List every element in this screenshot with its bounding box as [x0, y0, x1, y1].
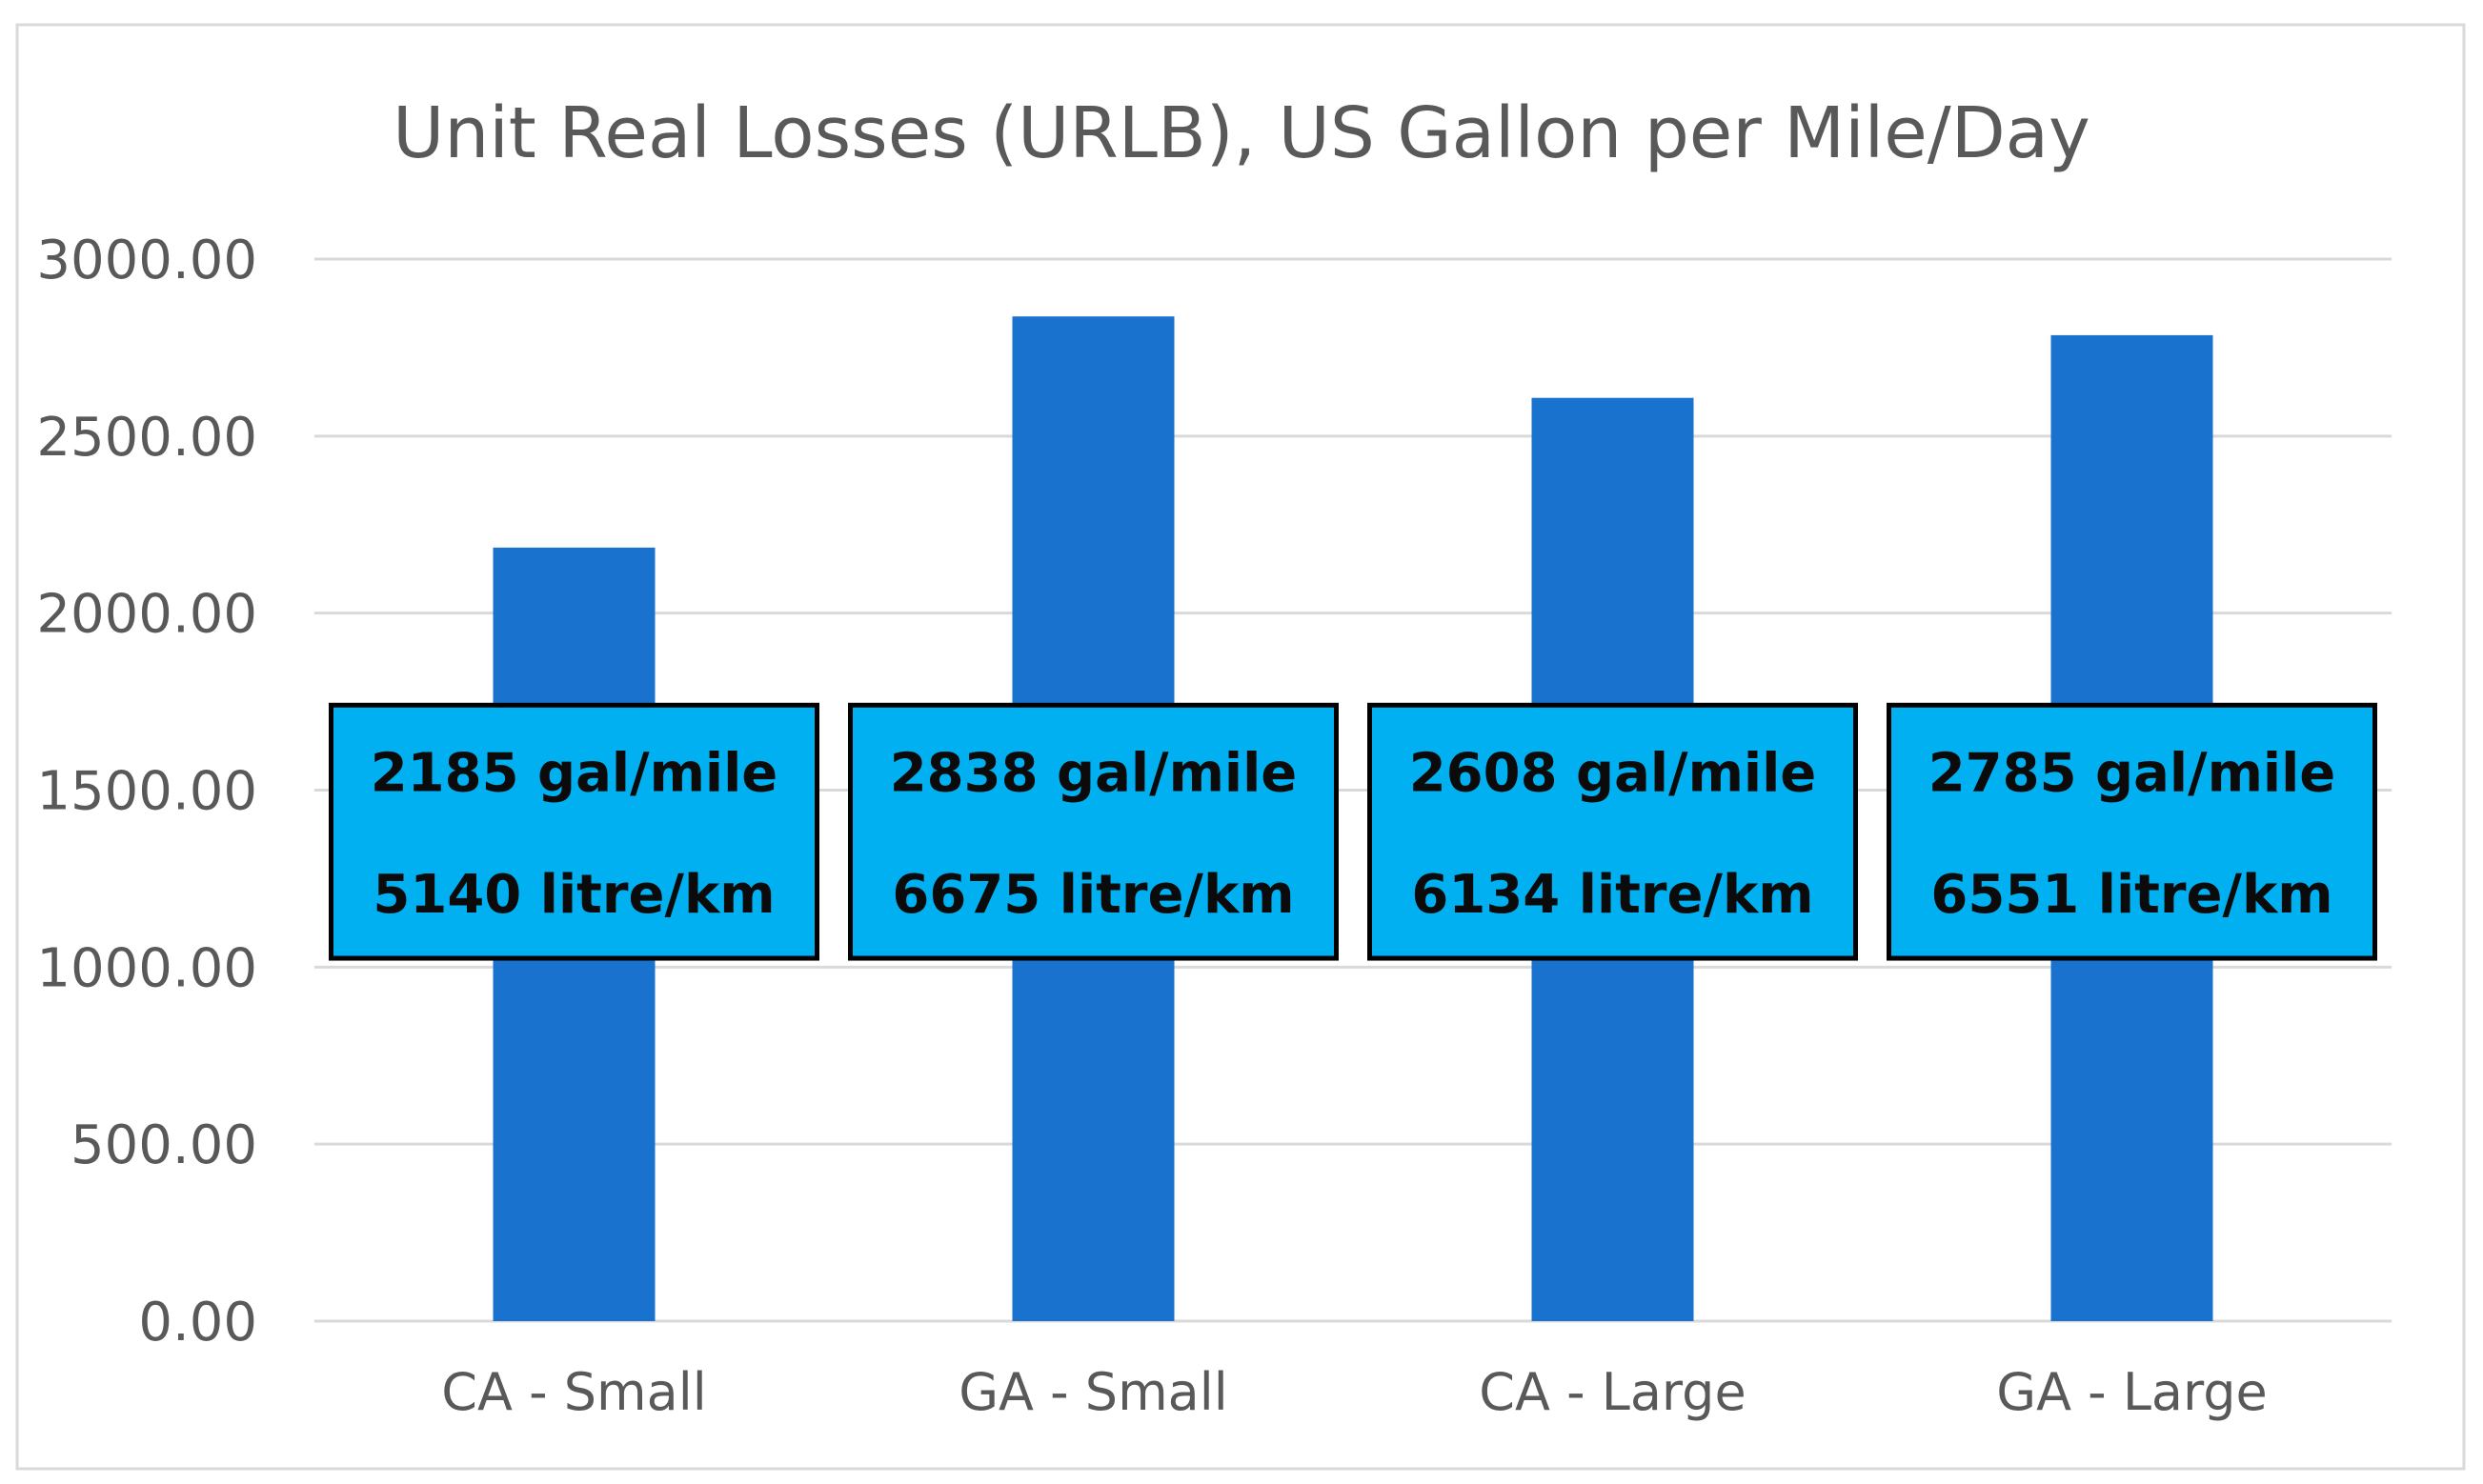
- callout-background: [1367, 702, 1858, 961]
- callout-box: 2608 gal/mile 6134 litre/km: [1367, 702, 1858, 961]
- callout-box: 2838 gal/mile 6675 litre/km: [848, 702, 1339, 961]
- x-axis-categories: CA - Small GA - Small CA - Large GA - Large: [441, 1362, 2267, 1422]
- callout-gal-per-mile: 2608 gal/mile: [1409, 743, 1817, 805]
- callout-litre-per-km: 6675 litre/km: [892, 864, 1294, 926]
- y-tick-label: 3000.00: [36, 230, 257, 291]
- callout-background: [848, 702, 1339, 961]
- callout-litre-per-km: 6134 litre/km: [1411, 864, 1813, 926]
- callout-background: [1887, 702, 2377, 961]
- callout-litre-per-km: 6551 litre/km: [1930, 864, 2332, 926]
- x-category-label: CA - Large: [1479, 1362, 1746, 1422]
- y-axis-ticks: 0.00 500.00 1000.00 1500.00 2000.00 2500.00 30…: [36, 230, 257, 1354]
- x-category-label: CA - Small: [441, 1362, 706, 1422]
- callout-gal-per-mile: 2838 gal/mile: [890, 743, 1298, 805]
- callout-background: [329, 702, 819, 961]
- y-tick-label: 500.00: [71, 1114, 257, 1176]
- callout-box: 2785 gal/mile 6551 litre/km: [1887, 702, 2377, 961]
- y-tick-label: 1500.00: [36, 761, 257, 823]
- y-tick-label: 0.00: [138, 1292, 257, 1354]
- data-callouts: 2185 gal/mile 5140 litre/km 2838 gal/mile 6…: [329, 702, 2377, 961]
- y-tick-label: 1000.00: [36, 937, 257, 999]
- callout-gal-per-mile: 2185 gal/mile: [371, 743, 778, 805]
- callout-litre-per-km: 5140 litre/km: [373, 864, 775, 926]
- x-category-label: GA - Small: [959, 1362, 1228, 1422]
- x-category-label: GA - Large: [1996, 1362, 2268, 1422]
- gridlines: [314, 257, 2392, 1323]
- callout-gal-per-mile: 2785 gal/mile: [1928, 743, 2336, 805]
- chart-title: Unit Real Losses (URLB), US Gallon per M…: [393, 92, 2090, 174]
- callout-box: 2185 gal/mile 5140 litre/km: [329, 702, 819, 961]
- y-tick-label: 2500.00: [36, 407, 257, 469]
- y-tick-label: 2000.00: [36, 584, 257, 646]
